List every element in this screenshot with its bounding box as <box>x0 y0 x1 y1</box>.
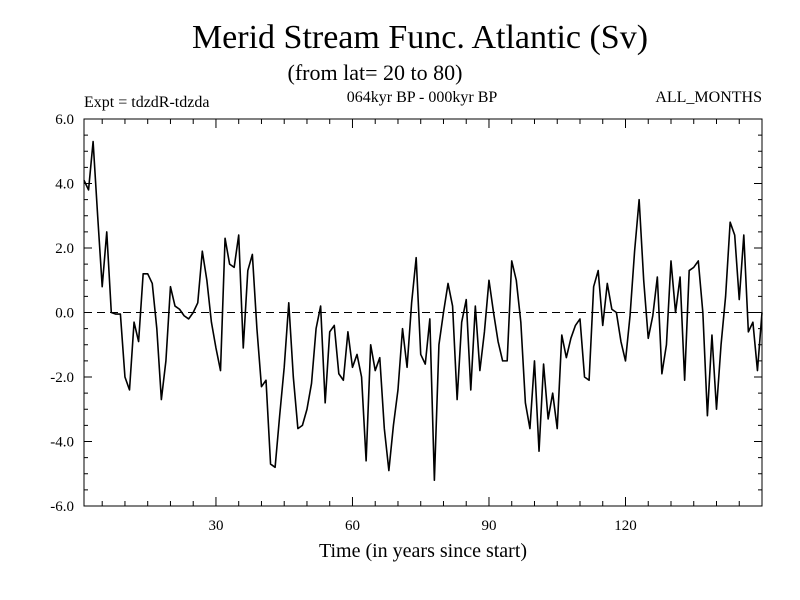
chart-subtitle: (from lat= 20 to 80) <box>288 60 463 85</box>
y-tick-label: -4.0 <box>50 435 74 451</box>
y-tick-label: 0.0 <box>55 306 74 322</box>
series-line <box>83 140 763 481</box>
y-tick-label: 6.0 <box>55 112 74 128</box>
y-axis: -6.0 -4.0 -2.0 0.0 2.0 4.0 6.0 <box>50 112 762 515</box>
x-tick-label: 30 <box>208 518 223 534</box>
data-points <box>83 141 763 482</box>
x-tick-label: 90 <box>481 518 496 534</box>
y-tick-label: 4.0 <box>55 177 74 193</box>
y-tick-label: 2.0 <box>55 241 74 257</box>
x-axis-label: Time (in years since start) <box>319 540 527 562</box>
x-tick-label: 60 <box>345 518 360 534</box>
x-axis: 30 60 90 120 <box>101 119 763 534</box>
x-tick-label: 120 <box>614 518 637 534</box>
experiment-label: Expt = tdzdR-tdzda <box>84 94 209 111</box>
y-tick-label: -6.0 <box>50 499 74 515</box>
period-label: 064kyr BP - 000kyr BP <box>347 89 498 106</box>
months-label: ALL_MONTHS <box>655 89 762 106</box>
y-tick-label: -2.0 <box>50 370 74 386</box>
chart-title: Merid Stream Func. Atlantic (Sv) <box>192 19 648 56</box>
